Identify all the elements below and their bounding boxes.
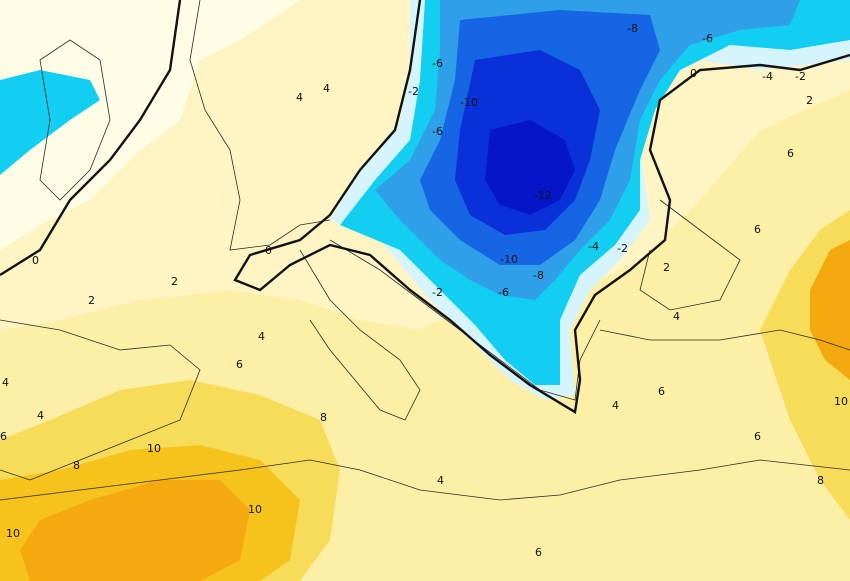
zero-line-main — [0, 0, 182, 277]
contour-label-plus4-italy: 4 — [258, 330, 265, 343]
contour-label-plus8-algeria: 8 — [73, 459, 80, 472]
contour-label-minus6-ne: -6 — [702, 32, 713, 45]
coastline-britain — [39, 39, 111, 201]
contour-label-plus6-russia: 6 — [754, 223, 761, 236]
contour-label-plus10-east: 10 — [834, 395, 848, 408]
contour-label-plus2-east: 2 — [806, 94, 813, 107]
contour-label-minus6-nw: -6 — [432, 57, 443, 70]
contour-label-minus2-east: -2 — [617, 242, 628, 255]
contour-label-minus4-far-ne: -4 — [762, 70, 773, 83]
contour-label-minus2-west: -2 — [408, 85, 419, 98]
contour-label-minus2-adriatic: -2 — [432, 286, 443, 299]
contour-label-plus4-far-west: 4 — [2, 376, 9, 389]
contour-label-plus2-iberia: 2 — [88, 294, 95, 307]
contour-label-plus6-levant: 6 — [754, 430, 761, 443]
contour-labels: -8 -6 -6 -4 -2 -2 -10 -12 -10 -8 -6 -4 -… — [0, 22, 848, 559]
contour-label-plus8-east: 8 — [817, 474, 824, 487]
contour-label-minus10-north: -10 — [460, 96, 478, 109]
cold-anomaly-region — [0, 0, 850, 400]
contour-label-minus6-balkans: -6 — [498, 286, 509, 299]
contour-label-minus10-south: -10 — [500, 253, 518, 266]
contour-label-zero-ne: 0 — [690, 67, 697, 80]
coastline-black-sea — [639, 199, 741, 311]
contour-label-plus4-iberia: 4 — [37, 409, 44, 422]
coastline-italy — [299, 249, 421, 421]
contour-label-minus6-alps: -6 — [432, 125, 443, 138]
contour-label-minus8-south: -8 — [533, 269, 544, 282]
contour-label-plus4-germany-b: 4 — [323, 82, 330, 95]
coastline-northsea — [189, 0, 331, 251]
country-borders — [0, 0, 850, 501]
warm-band-orange-east — [810, 240, 850, 380]
contour-label-plus4-greece: 4 — [612, 399, 619, 412]
cold-band-ireland — [0, 70, 100, 175]
contour-label-plus6-far-west: 6 — [0, 430, 7, 443]
contour-label-plus4-med: 4 — [437, 474, 444, 487]
contour-label-zero-alps: 0 — [265, 244, 272, 257]
contour-label-plus6-sardinia: 6 — [236, 358, 243, 371]
contour-label-plus10-sw: 10 — [6, 527, 20, 540]
contour-label-plus8-tunisia: 8 — [320, 411, 327, 424]
contour-label-minus8-n: -8 — [627, 22, 638, 35]
contour-label-plus4-turkey: 4 — [673, 310, 680, 323]
warm-band-orange — [20, 480, 250, 581]
contour-label-minus2-far-ne: -2 — [795, 70, 806, 83]
coastline-north-africa — [0, 459, 850, 501]
contour-label-plus10-algeria: 10 — [147, 442, 161, 455]
contour-label-plus2-black-sea: 2 — [663, 261, 670, 274]
coastline-turkey — [599, 329, 850, 351]
cold-band-core — [485, 120, 575, 215]
zero-line-cold-boundary — [233, 0, 850, 414]
coastline-iberia — [0, 319, 201, 481]
contour-label-plus6-libya: 6 — [535, 546, 542, 559]
contour-label-plus2-france: 2 — [171, 275, 178, 288]
zero-contour — [0, 0, 850, 414]
contour-label-minus4-east: -4 — [588, 240, 599, 253]
contour-label-plus6-aegean: 6 — [658, 385, 665, 398]
contour-label-plus4-germany: 4 — [296, 91, 303, 104]
contour-label-minus12-core: -12 — [534, 189, 552, 202]
contour-label-plus10-sahara: 10 — [248, 503, 262, 516]
contour-label-zero-west: 0 — [32, 254, 39, 267]
contour-label-plus6-ukraine: 6 — [787, 147, 794, 160]
